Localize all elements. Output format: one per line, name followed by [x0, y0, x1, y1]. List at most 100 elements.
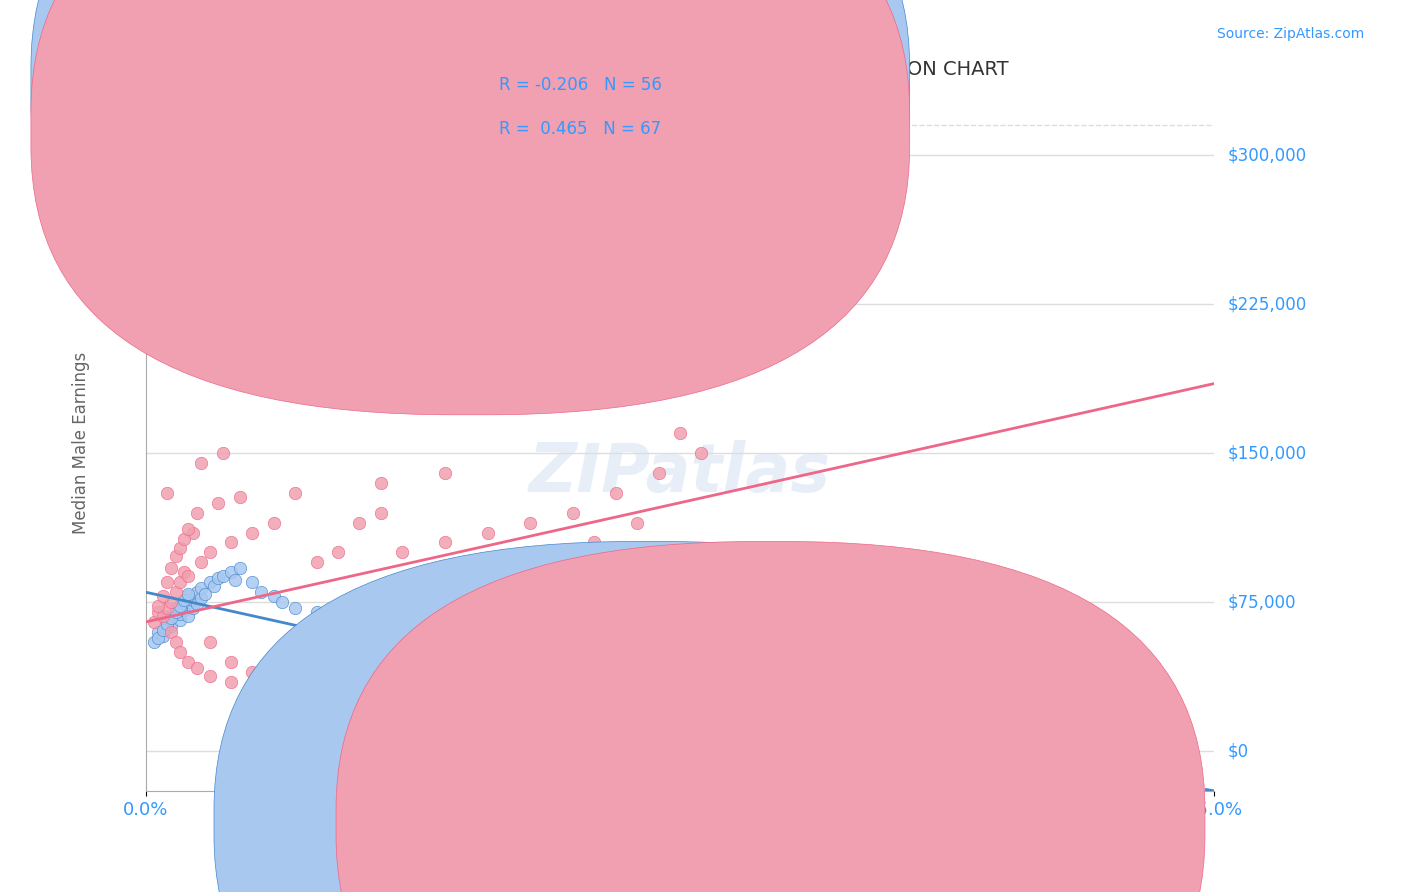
Point [669, 426, 692, 441]
Point [173, 593, 195, 607]
Point [477, 525, 499, 540]
Point [165, 605, 187, 619]
Point [143, 635, 166, 649]
Point [211, 446, 233, 460]
Point [152, 629, 174, 643]
Point [456, 648, 478, 663]
Point [169, 613, 191, 627]
Point [433, 645, 456, 659]
Point [305, 605, 328, 619]
Point [160, 609, 183, 624]
Point [177, 569, 200, 583]
Text: R =  0.465   N = 67: R = 0.465 N = 67 [499, 120, 661, 138]
Point [165, 605, 187, 619]
Text: $150,000: $150,000 [1227, 444, 1306, 462]
Point [605, 485, 627, 500]
Point [148, 624, 170, 639]
Point [186, 585, 208, 599]
Point [207, 571, 229, 585]
Point [433, 535, 456, 549]
Point [160, 561, 183, 575]
Point [211, 569, 233, 583]
Point [370, 506, 392, 520]
Point [177, 609, 200, 624]
Point [242, 525, 264, 540]
Text: R = -0.206   N = 56: R = -0.206 N = 56 [499, 76, 662, 94]
Point [173, 603, 195, 617]
Point [263, 516, 285, 530]
Point [498, 658, 520, 673]
Point [160, 624, 183, 639]
Text: ZIPatlas: ZIPatlas [529, 440, 831, 506]
Text: $300,000: $300,000 [1227, 146, 1306, 164]
Point [433, 466, 456, 480]
Text: Source: ZipAtlas.com: Source: ZipAtlas.com [1216, 27, 1364, 41]
Point [326, 689, 349, 703]
Point [190, 456, 212, 470]
Point [169, 645, 191, 659]
Point [169, 575, 191, 590]
Point [177, 522, 200, 536]
Point [143, 615, 166, 629]
Point [626, 516, 648, 530]
Point [242, 575, 264, 590]
Point [160, 619, 183, 633]
Point [173, 599, 195, 613]
Point [177, 595, 200, 609]
Text: CHINESE VS IMMIGRANTS FROM SPAIN MEDIAN MALE EARNINGS CORRELATION CHART: CHINESE VS IMMIGRANTS FROM SPAIN MEDIAN … [167, 60, 1008, 78]
Point [160, 611, 183, 625]
Point [690, 446, 713, 460]
Point [370, 475, 392, 490]
Point [219, 566, 242, 580]
Point [271, 595, 294, 609]
Point [190, 555, 212, 569]
Point [177, 655, 200, 669]
Point [391, 635, 413, 649]
Point [562, 506, 585, 520]
Point [219, 655, 242, 669]
Point [477, 655, 499, 669]
Point [156, 575, 179, 590]
Point [186, 597, 208, 611]
Point [198, 545, 221, 559]
Point [583, 535, 606, 549]
Point [186, 661, 208, 675]
Point [156, 615, 179, 629]
Point [250, 585, 273, 599]
Point [242, 665, 264, 679]
Point [326, 615, 349, 629]
Text: $0: $0 [1227, 742, 1249, 760]
Text: Chinese: Chinese [647, 814, 713, 833]
Point [370, 629, 392, 643]
Point [540, 555, 562, 569]
Point [148, 605, 170, 619]
Point [456, 595, 478, 609]
Point [148, 631, 170, 645]
Point [165, 635, 187, 649]
Point [263, 674, 285, 689]
Text: Median Male Earnings: Median Male Earnings [73, 352, 90, 534]
Point [412, 640, 434, 655]
Point [173, 566, 195, 580]
Point [156, 601, 179, 615]
Point [152, 589, 174, 603]
Point [562, 674, 585, 689]
Point [152, 609, 174, 624]
Point [156, 616, 179, 631]
Point [165, 601, 187, 615]
Point [186, 506, 208, 520]
Point [156, 485, 179, 500]
Point [207, 496, 229, 510]
Point [519, 665, 541, 679]
Point [173, 532, 195, 546]
Point [242, 681, 264, 695]
Point [177, 589, 200, 603]
Point [754, 227, 776, 242]
Point [165, 549, 187, 564]
Text: Immigrants from Spain: Immigrants from Spain [765, 814, 956, 833]
Point [198, 668, 221, 682]
Point [198, 635, 221, 649]
Point [181, 601, 204, 615]
Point [156, 621, 179, 635]
Point [349, 624, 371, 639]
